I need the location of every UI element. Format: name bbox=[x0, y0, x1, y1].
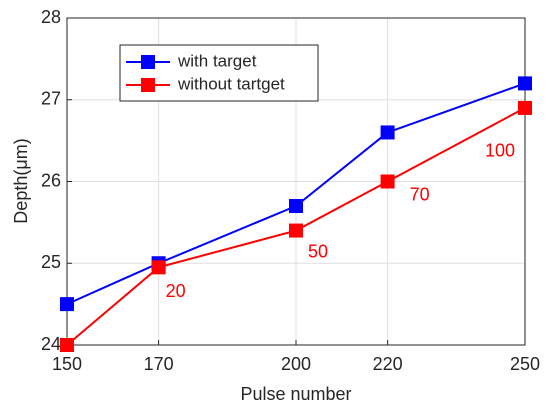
annotation: 50 bbox=[308, 241, 328, 261]
point-marker bbox=[60, 297, 74, 312]
y-tick-label: 27 bbox=[41, 89, 61, 109]
plot-frame bbox=[66, 17, 526, 346]
legend-marker bbox=[141, 78, 155, 92]
annotation: 100 bbox=[485, 141, 515, 161]
y-tick-label: 26 bbox=[41, 170, 61, 190]
x-tick-label: 200 bbox=[281, 354, 311, 374]
y-tick-label: 25 bbox=[41, 252, 61, 272]
legend-marker bbox=[141, 55, 155, 69]
legend-label: with target bbox=[177, 51, 257, 70]
x-axis-label: Pulse number bbox=[240, 384, 351, 404]
point-marker bbox=[380, 125, 395, 140]
annotation: 70 bbox=[410, 184, 430, 204]
annotation: 20 bbox=[166, 281, 186, 301]
point-marker bbox=[380, 174, 395, 189]
x-tick-label: 170 bbox=[144, 354, 174, 374]
point-marker bbox=[151, 260, 166, 275]
point-marker bbox=[60, 338, 74, 352]
legend: with target without tartget bbox=[119, 44, 319, 102]
x-tick-label: 250 bbox=[510, 354, 540, 374]
y-tick-label: 28 bbox=[41, 7, 61, 27]
x-tick-label: 150 bbox=[52, 354, 82, 374]
x-tick-label: 220 bbox=[373, 354, 403, 374]
point-marker bbox=[289, 199, 303, 214]
point-marker bbox=[289, 223, 303, 238]
y-tick-label: 24 bbox=[41, 334, 61, 354]
point-marker bbox=[518, 100, 532, 115]
legend-label: without tartget bbox=[177, 74, 285, 93]
point-marker bbox=[518, 76, 532, 91]
y-axis-label: Depth(μm) bbox=[11, 138, 31, 223]
